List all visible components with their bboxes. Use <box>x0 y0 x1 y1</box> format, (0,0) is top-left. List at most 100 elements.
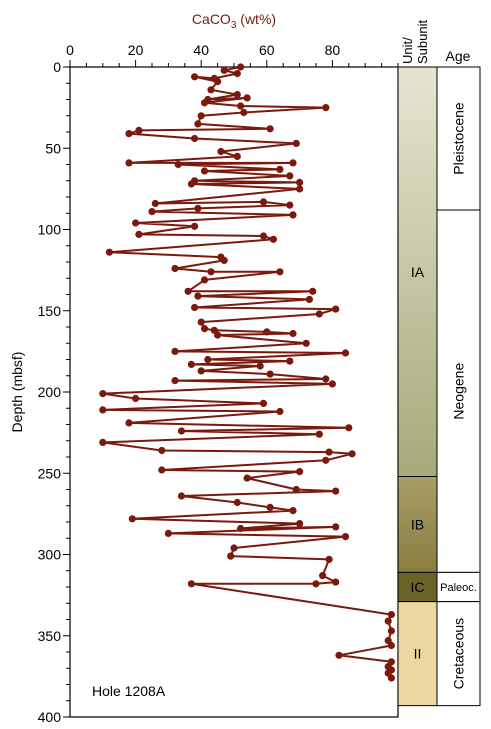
x-axis: 0 20 40 60 80 <box>66 42 399 67</box>
data-point <box>325 555 333 564</box>
age-block <box>436 601 481 707</box>
data-point <box>289 329 297 338</box>
data-point <box>296 178 304 186</box>
x-tick-label: 80 <box>325 42 341 58</box>
y-tick-label: 200 <box>38 384 62 400</box>
age-column: Age Pleistocene Neogene Paleoc. Cretaceous <box>436 48 481 707</box>
x-tick-label: 20 <box>128 42 144 58</box>
data-point <box>259 399 268 407</box>
data-point <box>135 126 143 134</box>
data-point <box>325 448 333 456</box>
data-point <box>305 295 313 303</box>
data-point <box>322 104 330 112</box>
data-point <box>207 268 215 276</box>
data-point <box>207 86 215 94</box>
data-point <box>227 552 235 560</box>
age-block <box>436 571 481 603</box>
data-point <box>233 69 241 78</box>
data-point <box>341 533 350 541</box>
data-point <box>332 578 340 586</box>
data-point <box>125 419 133 427</box>
age-label: Paleoc. <box>440 582 477 594</box>
data-point <box>151 199 159 208</box>
data-point <box>237 102 245 110</box>
y-tick-label: 100 <box>38 222 62 238</box>
age-header: Age <box>446 48 471 64</box>
unit-block <box>397 601 438 707</box>
data-point <box>296 520 304 528</box>
data-point <box>200 276 209 284</box>
y-tick-label: 50 <box>45 140 61 156</box>
age-label: Neogene <box>451 363 467 420</box>
data-point <box>387 674 395 682</box>
data-point <box>328 380 336 388</box>
data-point <box>171 347 179 355</box>
data-point <box>125 159 133 167</box>
data-point <box>348 450 356 458</box>
unit-label: IC <box>411 579 425 595</box>
data-point <box>315 310 323 318</box>
data-point <box>194 120 202 128</box>
data-point <box>276 407 284 416</box>
data-point <box>292 485 300 494</box>
data-point <box>387 641 395 650</box>
unit-header-line1: Unit/ <box>400 37 415 64</box>
data-point <box>99 390 107 398</box>
data-point <box>259 198 268 206</box>
data-point <box>187 180 195 188</box>
unit-block <box>397 476 438 573</box>
data-point <box>286 357 294 365</box>
data-point <box>148 208 156 216</box>
data-point <box>387 627 395 635</box>
data-point <box>384 617 392 625</box>
data-point <box>335 651 343 659</box>
data-point <box>220 66 228 74</box>
data-point <box>332 523 340 531</box>
data-point <box>128 515 136 523</box>
data-point <box>135 230 143 238</box>
data-point <box>240 108 248 117</box>
data-point <box>286 172 294 180</box>
data-point <box>237 63 245 71</box>
y-tick-label: 150 <box>38 303 62 319</box>
data-point <box>233 91 241 99</box>
unit-column: Unit/ Subunit IA IB IC II <box>397 20 438 707</box>
x-axis-title: CaCO3 (wt%) <box>192 11 276 31</box>
data-point <box>214 331 222 339</box>
data-point <box>194 204 202 212</box>
data-point <box>184 287 192 295</box>
data-point <box>200 99 209 107</box>
data-point <box>233 498 241 507</box>
data-point <box>289 159 297 167</box>
data-point <box>296 185 304 193</box>
data-point <box>341 349 350 357</box>
hole-annotation: Hole 1208A <box>92 683 166 699</box>
data-point <box>263 328 271 336</box>
unit-label: IB <box>411 516 424 532</box>
data-point <box>197 318 205 326</box>
data-point <box>132 394 140 403</box>
data-point <box>237 524 245 533</box>
unit-block <box>397 571 438 603</box>
data-point <box>315 430 323 438</box>
data-point <box>187 360 195 368</box>
data-point <box>132 219 140 227</box>
x-tick-label: 40 <box>193 42 209 58</box>
data-point <box>197 112 205 120</box>
data-point <box>194 292 202 300</box>
data-point <box>269 235 277 243</box>
data-point <box>322 456 330 464</box>
data-point <box>214 78 222 86</box>
data-point <box>345 424 353 432</box>
data-point <box>200 167 209 175</box>
data-point <box>187 580 195 588</box>
y-axis: 0 50 100 150 200 250 300 350 400 <box>38 59 70 725</box>
data-point <box>322 375 330 383</box>
unit-header-line2: Subunit <box>415 20 430 64</box>
data-point <box>309 287 317 295</box>
age-block <box>436 66 481 211</box>
data-point <box>266 370 274 378</box>
data-point <box>171 377 179 385</box>
x-tick-label: 0 <box>66 42 74 58</box>
